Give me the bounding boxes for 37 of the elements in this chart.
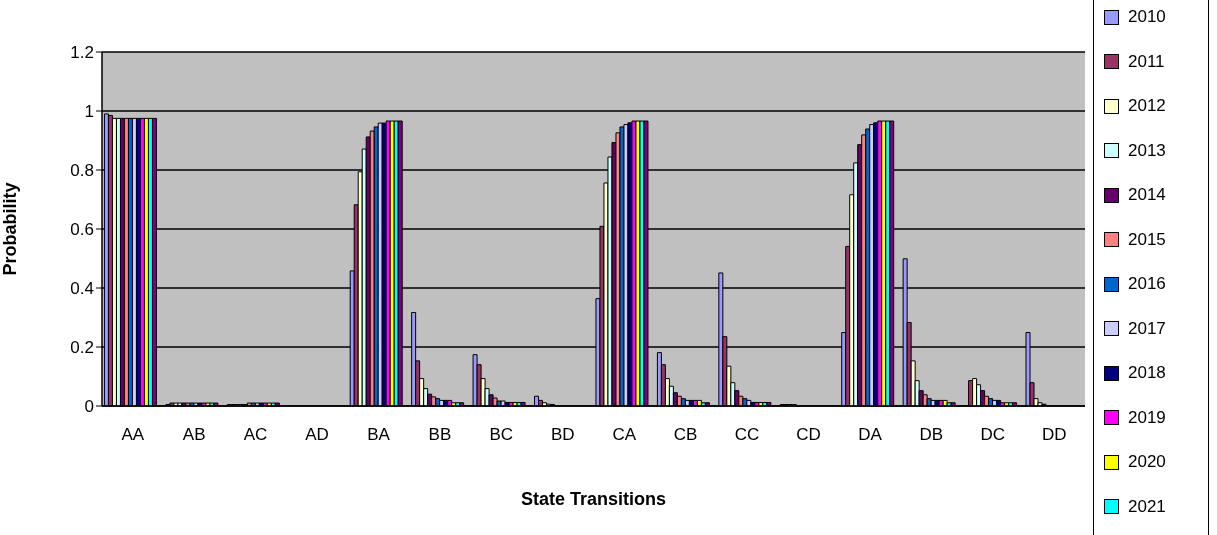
x-tick-label: CD [796,425,821,445]
legend-label: 2019 [1128,407,1166,428]
x-tick-label: CB [673,425,698,445]
y-tick-label: 0.8 [70,161,94,181]
x-axis-title: State Transitions [520,489,667,509]
legend-label: 2012 [1128,96,1166,116]
x-tick-label: AD [305,425,329,445]
legend-label: 2017 [1128,318,1166,339]
legend-label: 2020 [1128,452,1166,472]
x-tick-label: BA [367,425,391,445]
legend-label: 2014 [1128,185,1166,205]
y-tick-label: 0 [84,397,94,417]
x-tick-label: DB [919,425,944,445]
y-tick-label: 0.2 [70,338,94,358]
x-tick-label: DC [980,425,1006,445]
legend-label: 2013 [1128,140,1166,161]
legend-label: 2018 [1128,363,1166,383]
y-tick-label: 1.2 [70,43,94,63]
x-tick-label: CC [734,425,760,445]
x-tick-label: DD [1042,425,1067,445]
y-tick-label: 0.4 [70,279,94,299]
y-axis-title: Probability [0,182,21,276]
x-tick-label: BB [428,425,452,445]
x-tick-label: CA [612,425,637,445]
y-tick-label: 0.6 [70,220,94,240]
x-tick-label: BD [550,425,575,445]
legend-label: 2021 [1128,496,1166,517]
x-tick-label: BC [489,425,514,445]
legend-label: 2015 [1128,229,1166,250]
x-tick-label: AC [243,425,268,445]
x-tick-label: DA [858,425,883,445]
y-tick-label: 1 [84,102,94,122]
legend-label: 2016 [1128,274,1166,294]
x-tick-label: AB [182,425,206,445]
legend-label: 2010 [1128,7,1166,27]
legend-label: 2011 [1128,51,1165,72]
x-tick-label: AA [121,425,145,445]
